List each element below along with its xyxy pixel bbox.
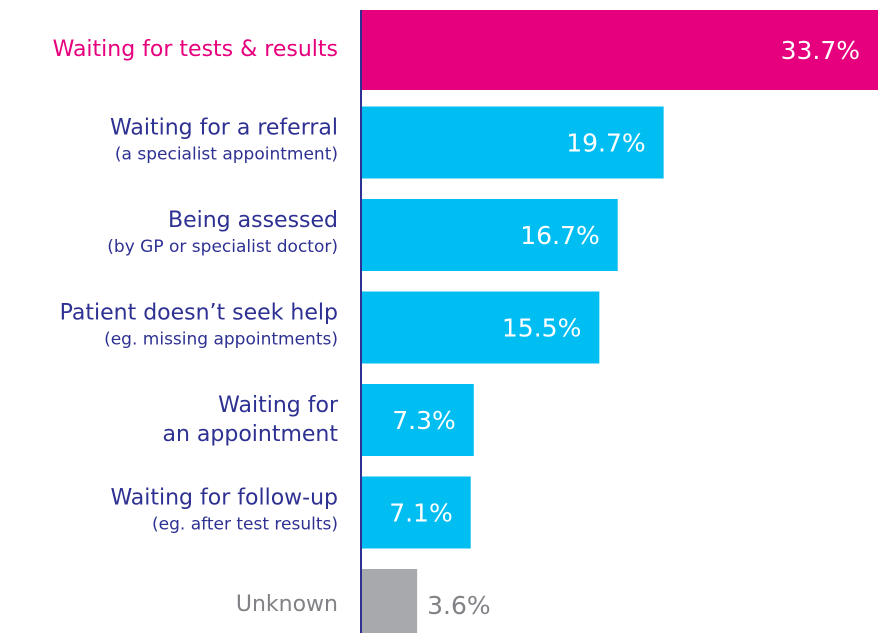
value-label: 16.7% — [520, 221, 599, 250]
bar — [362, 384, 474, 456]
category-label: Waiting for tests & results — [53, 37, 338, 62]
bar — [362, 10, 878, 90]
bar — [362, 476, 471, 549]
value-label: 7.3% — [392, 406, 456, 435]
value-label: 33.7% — [781, 36, 860, 65]
category-label: Waiting for follow-up — [110, 486, 338, 511]
value-label: 3.6% — [427, 591, 491, 620]
category-label: Being assessed — [168, 208, 338, 233]
value-label: 19.7% — [566, 129, 645, 158]
category-detail: (a specialist appointment) — [115, 145, 338, 165]
category-label: Waiting for a referral — [110, 116, 338, 141]
bar — [362, 291, 600, 364]
category-detail: (by GP or specialist doctor) — [107, 237, 338, 257]
bar — [362, 106, 664, 179]
category-detail: (eg. missing appointments) — [104, 330, 338, 350]
category-detail: (eg. after test results) — [152, 515, 338, 535]
bar — [362, 199, 618, 271]
bar — [362, 569, 418, 633]
category-label: an appointment — [162, 422, 338, 447]
category-label: Waiting for — [218, 393, 339, 418]
category-label: Patient doesn’t seek help — [60, 301, 338, 326]
value-label: 7.1% — [389, 499, 453, 528]
value-label: 15.5% — [502, 314, 581, 343]
category-label: Unknown — [236, 592, 338, 617]
